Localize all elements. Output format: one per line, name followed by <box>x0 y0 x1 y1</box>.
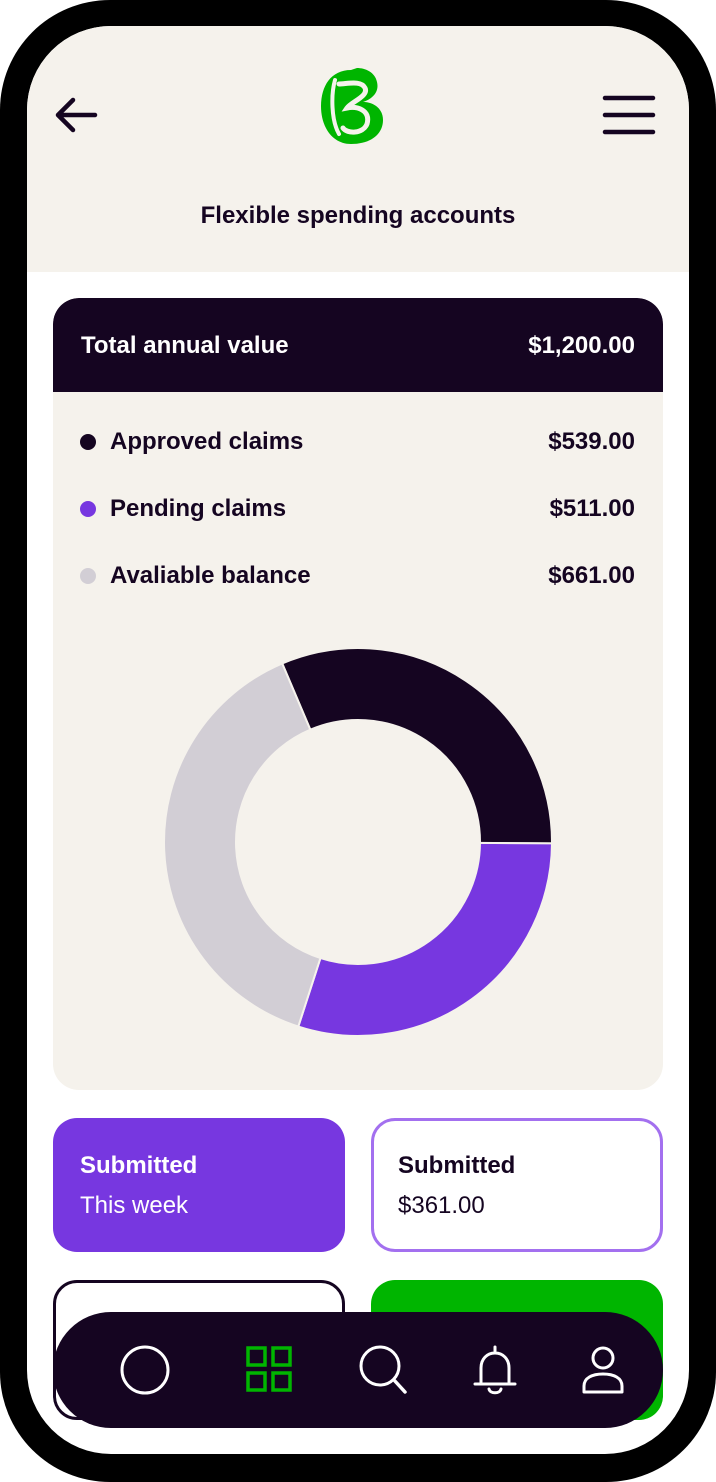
legend-label: Avaliable balance <box>110 562 311 589</box>
tile-subtitle: This week <box>80 1192 189 1219</box>
tile-title: Submitted <box>80 1152 198 1179</box>
bell-icon <box>473 1345 517 1395</box>
app-header: Flexible spending accounts <box>27 26 689 272</box>
back-button[interactable] <box>51 90 101 140</box>
nav-home[interactable] <box>117 1342 173 1398</box>
legend-available-balance: Avaliable balance $661.00 <box>53 558 663 592</box>
home-circle-icon <box>120 1345 170 1395</box>
legend-dot <box>80 501 96 517</box>
bottom-navigation <box>53 1312 663 1428</box>
grid-icon <box>246 1346 292 1392</box>
menu-button[interactable] <box>601 90 657 140</box>
search-icon <box>359 1345 407 1394</box>
page-title: Flexible spending accounts <box>200 202 516 229</box>
spending-donut-chart <box>163 647 553 1037</box>
donut-slice-pending-claims <box>297 841 553 1037</box>
legend-dot <box>80 434 96 450</box>
nav-profile[interactable] <box>575 1342 631 1398</box>
legend-label: Approved claims <box>110 428 304 455</box>
profile-icon <box>582 1346 624 1394</box>
app-screen: Flexible spending accounts Total annual … <box>27 26 689 1454</box>
legend-value: $661.00 <box>548 562 635 589</box>
legend-pending-claims: Pending claims $511.00 <box>53 491 663 525</box>
submitted-this-week-tile[interactable]: Submitted This week <box>53 1118 345 1252</box>
tile-title: Submitted <box>398 1152 516 1179</box>
legend-value: $539.00 <box>548 428 635 455</box>
legend-dot <box>80 568 96 584</box>
total-label: Total annual value <box>81 332 289 359</box>
total-value: $1,200.00 <box>528 332 635 359</box>
fsa-summary-card: Total annual value $1,200.00 Approved cl… <box>53 298 663 1090</box>
arrow-left-icon <box>55 97 98 133</box>
legend-value: $511.00 <box>549 495 635 522</box>
hamburger-menu-icon <box>602 95 656 135</box>
legend-label: Pending claims <box>110 495 287 522</box>
tile-subtitle: $361.00 <box>398 1192 485 1219</box>
submitted-amount-tile[interactable]: Submitted $361.00 <box>371 1118 663 1252</box>
legend-approved-claims: Approved claims $539.00 <box>53 424 663 458</box>
donut-slice-approved-claims <box>280 647 553 845</box>
total-annual-value-bar: Total annual value $1,200.00 <box>53 298 663 392</box>
nav-dashboard[interactable] <box>241 1342 297 1398</box>
brand-logo <box>317 62 387 150</box>
nav-notifications[interactable] <box>467 1342 523 1398</box>
nav-search[interactable] <box>355 1342 411 1398</box>
donut-slice-avaliable-balance <box>163 662 322 1028</box>
